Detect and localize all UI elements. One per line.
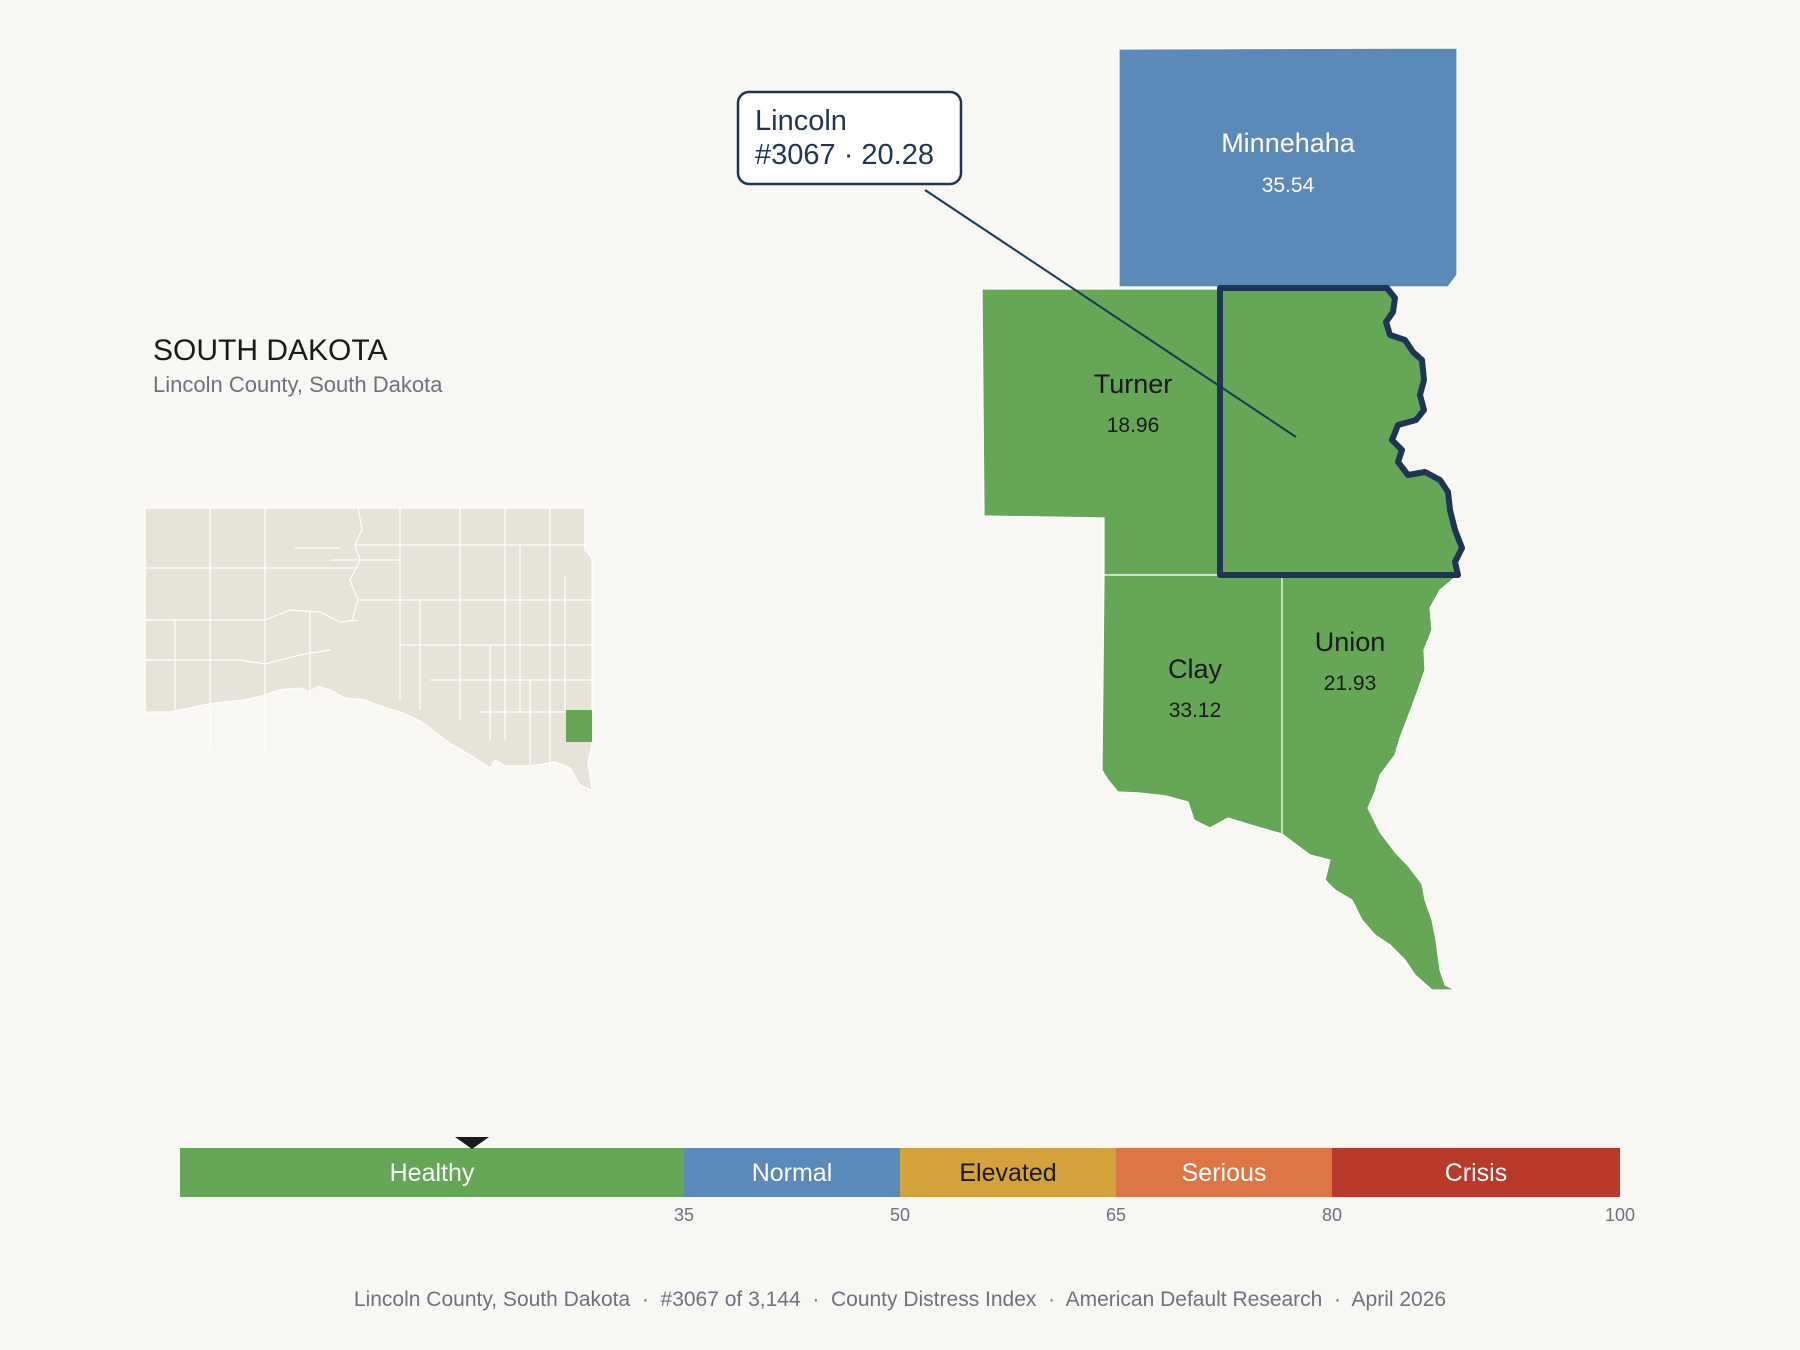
county-union[interactable] [1281,574,1460,991]
scale-band-crisis [1332,1148,1620,1197]
county-clay[interactable] [1101,574,1283,835]
county-label-union: Union [1315,627,1386,657]
scale-band-label-healthy: Healthy [390,1159,475,1187]
state-inset-map [144,507,593,791]
scale-tick-65: 65 [1106,1205,1126,1225]
selected-county-callout: Lincoln #3067 · 20.28 [736,90,1297,438]
scale-band-healthy [180,1148,684,1197]
county-labels: Minnehaha 35.54 Turner 18.96 Clay 33.12 … [1094,128,1386,722]
scale-band-elevated [900,1148,1116,1197]
county-minnehaha[interactable] [1118,47,1458,288]
scale-tick-100: 100 [1605,1205,1635,1225]
county-lincoln-selected[interactable] [1217,285,1465,578]
scale-band-label-elevated: Elevated [959,1159,1056,1187]
scale-band-normal [684,1148,900,1197]
distress-scale: Healthy Normal Elevated Serious Crisis 35 50 6… [180,1137,1635,1225]
scale-band-label-normal: Normal [752,1159,833,1187]
callout-box [736,90,963,186]
scale-marker-icon [455,1137,490,1149]
scale-bands: Healthy Normal Elevated Serious Crisis [180,1148,1620,1197]
footer-credits: Lincoln County, South Dakota · #3067 of … [354,1288,1446,1311]
state-outline [144,507,593,791]
scale-band-label-serious: Serious [1182,1159,1267,1187]
county-borders [145,507,592,766]
state-title: SOUTH DAKOTA [153,334,387,367]
regional-map [981,47,1465,991]
county-label-minnehaha: Minnehaha [1221,128,1356,158]
inset-lincoln-county [566,710,592,742]
callout-rank-score: #3067 · 20.28 [755,139,934,171]
scale-band-serious [1116,1148,1332,1197]
scale-band-label-crisis: Crisis [1445,1159,1508,1187]
scale-ticks: 35 50 65 80 100 [674,1205,1635,1225]
callout-county-name: Lincoln [755,105,847,137]
county-turner[interactable] [981,288,1221,576]
county-label-turner: Turner [1094,369,1173,399]
scale-tick-50: 50 [890,1205,910,1225]
callout-leader-line [924,189,1297,438]
county-value-turner: 18.96 [1107,414,1160,437]
county-subtitle: Lincoln County, South Dakota [153,372,443,397]
county-label-clay: Clay [1168,654,1223,684]
county-value-union: 21.93 [1324,672,1377,695]
county-value-clay: 33.12 [1169,699,1222,722]
scale-tick-35: 35 [674,1205,694,1225]
county-value-minnehaha: 35.54 [1262,174,1315,197]
scale-tick-80: 80 [1322,1205,1342,1225]
